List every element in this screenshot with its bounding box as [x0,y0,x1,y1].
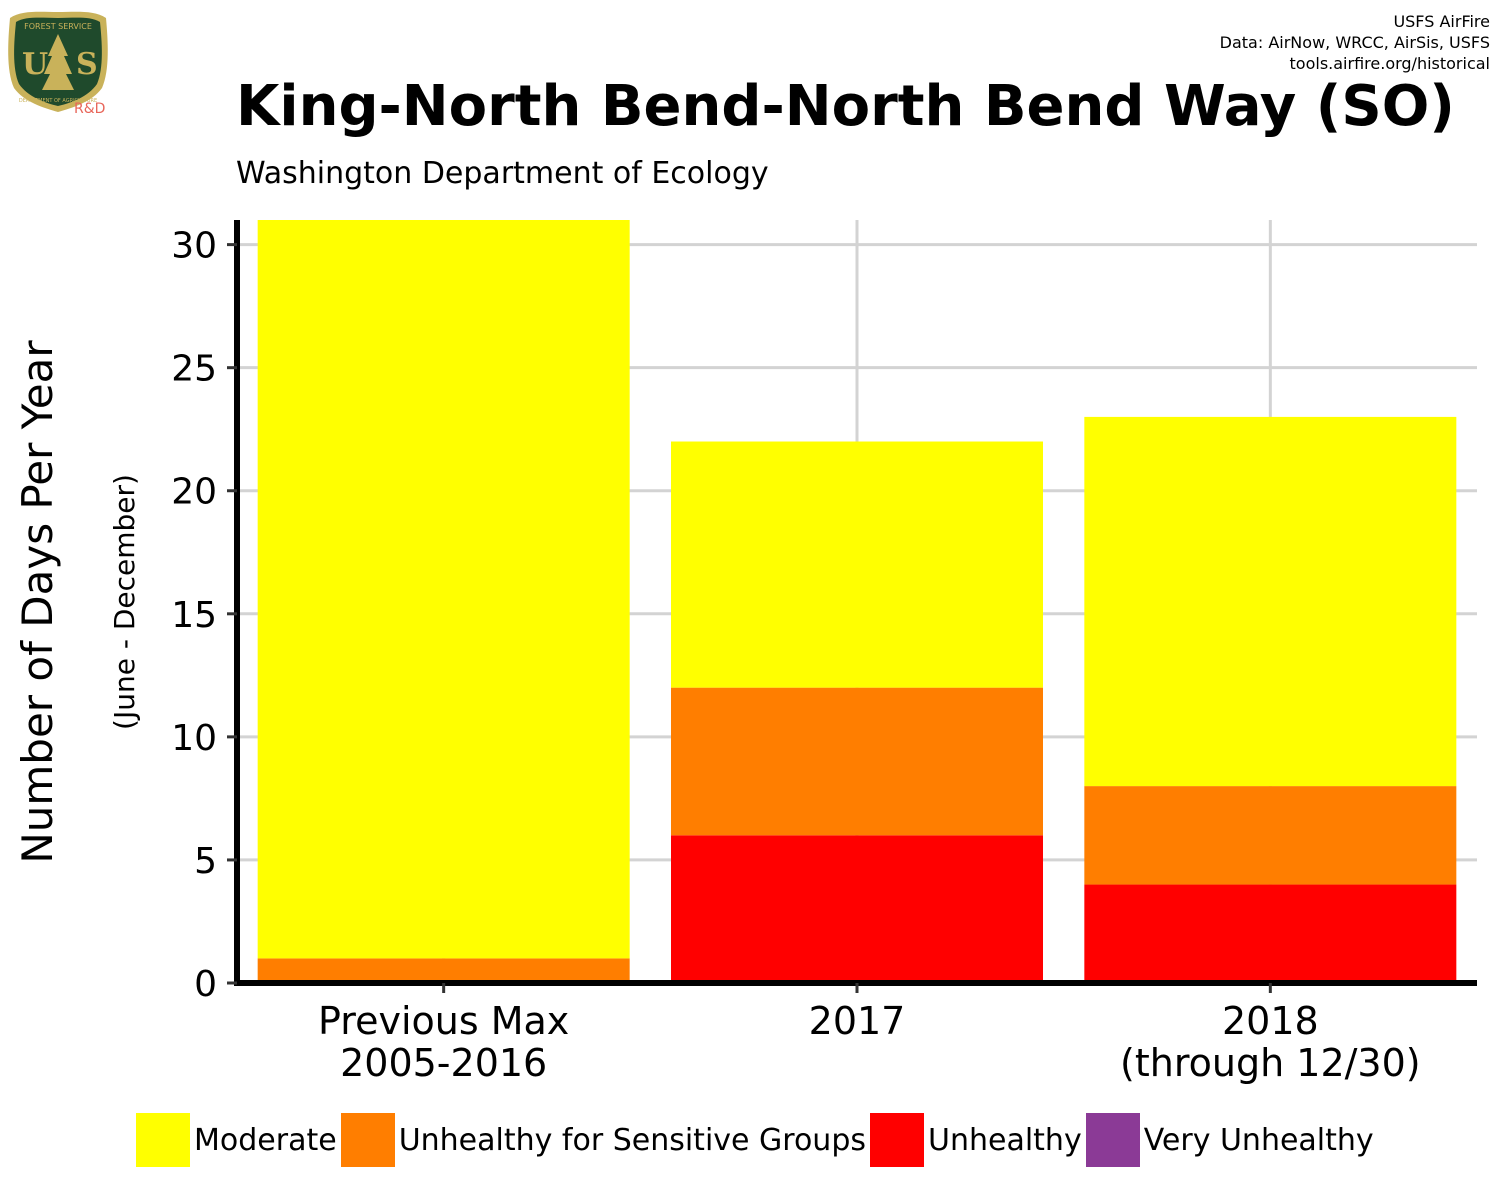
bar-unhealthy [1084,884,1457,983]
logo-top-text: FOREST SERVICE [24,22,92,31]
x-tick-label: 2017 [809,999,906,1043]
legend-swatch [136,1113,190,1167]
legend-label: Unhealthy for Sensitive Groups [398,1122,866,1158]
logo-bottom-text: DEPARTMENT OF AGRICULTURE [19,98,97,104]
bar-moderate [671,441,1043,688]
logo-rd-label: R&D [74,101,105,117]
bar-unhealthy [671,835,1043,983]
y-tick-label: 15 [171,595,217,636]
legend-swatch [870,1113,924,1167]
y-tick-label: 10 [171,718,217,759]
legend-item: Unhealthy [870,1113,1082,1167]
logo-letter-u: U [22,47,48,82]
credit-line-2: Data: AirNow, WRCC, AirSis, USFS [1219,33,1490,52]
legend-label: Very Unhealthy [1143,1122,1374,1158]
y-tick-label: 25 [171,349,217,390]
bar-unhealthy-for-sensitive-groups [671,687,1043,836]
legend-item: Unhealthy for Sensitive Groups [340,1113,866,1167]
x-tick-label: (through 12/30) [1120,1041,1421,1085]
bar-moderate [257,220,630,959]
x-tick-label: Previous Max [318,999,569,1043]
logo-letter-s: S [76,47,98,82]
legend-swatch [340,1113,395,1167]
credit-line-3: tools.airfire.org/historical [1289,54,1490,73]
chart-title: King-North Bend-North Bend Way (SO) [236,74,1455,139]
legend-item: Moderate [136,1113,337,1167]
legend-item: Very Unhealthy [1085,1113,1374,1167]
bar-unhealthy-for-sensitive-groups [1084,786,1457,885]
y-tick-label: 20 [171,472,217,513]
y-axis-subtitle: (June - December) [108,474,141,730]
legend-label: Unhealthy [928,1122,1082,1158]
x-tick-label: 2005-2016 [340,1041,547,1085]
y-tick-label: 30 [171,226,217,267]
bar-unhealthy-for-sensitive-groups [257,958,630,983]
y-tick-label: 0 [194,964,217,1005]
legend: Moderate Unhealthy for Sensitive Groups Un… [136,1113,1378,1167]
bar-moderate [1084,416,1457,787]
y-tick-label: 5 [194,841,217,882]
forest-service-logo: U S FOREST SERVICE DEPARTMENT OF AGRICUL… [8,11,108,112]
legend-swatch [1085,1113,1140,1167]
legend-label: Moderate [194,1122,337,1158]
x-tick-label: 2018 [1222,999,1319,1043]
chart-subtitle: Washington Department of Ecology [236,156,769,191]
y-axis-title: Number of Days Per Year [13,340,62,864]
credit-line-1: USFS AirFire [1393,12,1490,31]
